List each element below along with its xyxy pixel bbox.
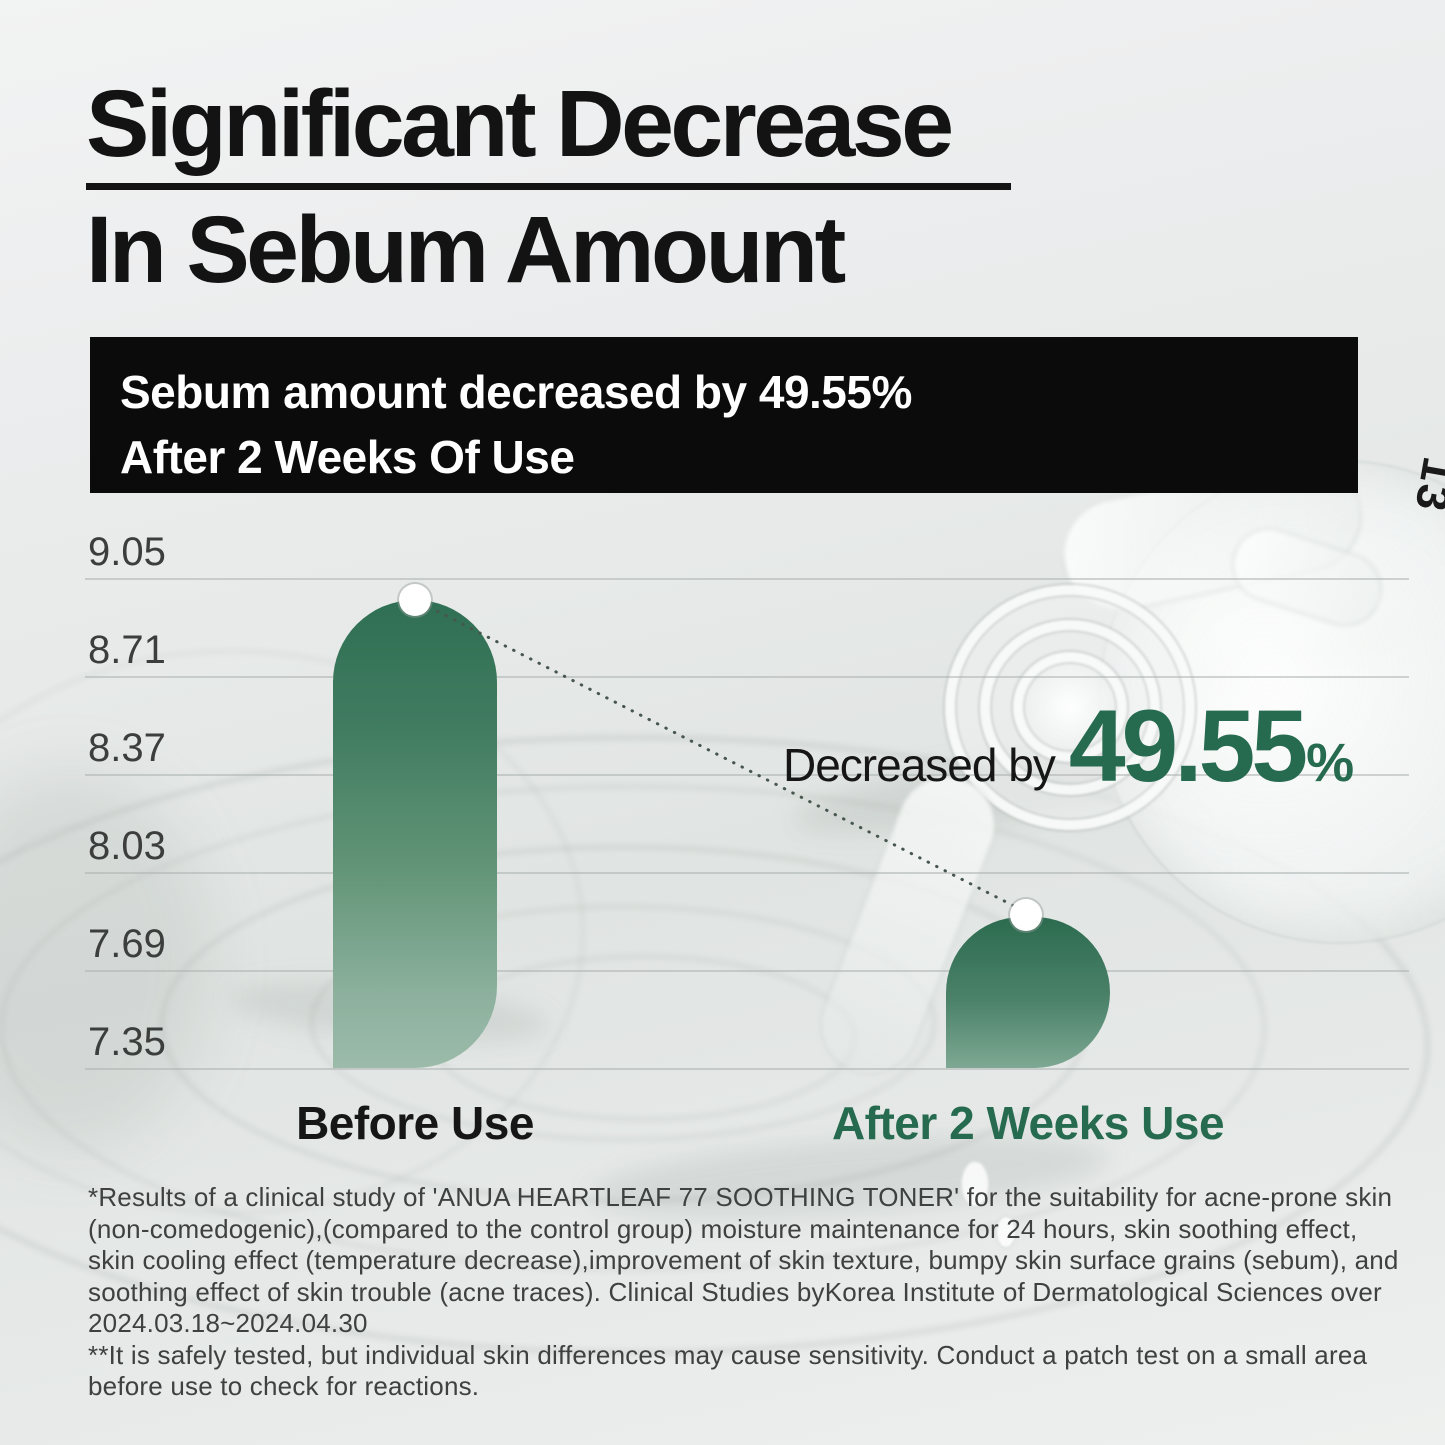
footnote-line: **It is safely tested, but individual sk… — [88, 1339, 1368, 1370]
y-axis-tick: 7.35 — [88, 1020, 166, 1064]
category-label-before-use: Before Use — [296, 1097, 534, 1149]
gridline — [85, 970, 1409, 972]
claim-banner: Sebum amount decreased by 49.55% After 2… — [90, 337, 1358, 493]
gridline-baseline — [85, 1068, 1409, 1070]
y-axis-tick: 8.37 — [88, 726, 166, 770]
y-axis-tick: 9.05 — [88, 530, 166, 574]
y-axis-tick: 8.03 — [88, 824, 166, 868]
footnote-line: skin cooling effect (temperature decreas… — [88, 1245, 1399, 1275]
data-point-marker-before — [399, 584, 431, 616]
claim-banner-line2: After 2 Weeks Of Use — [120, 431, 575, 483]
y-axis-tick: 7.69 — [88, 922, 166, 966]
footnote-line: before use to check for reactions. — [88, 1371, 480, 1401]
footnote-line: (non-comedogenic),(compared to the contr… — [88, 1213, 1358, 1244]
decrease-annotation: Decreased by 49.55 % — [783, 688, 1354, 805]
page-title: Significant Decrease In Sebum Amount — [86, 76, 1011, 299]
footnote-line: soothing effect of skin trouble (acne tr… — [88, 1276, 1382, 1307]
page-title-line1: Significant Decrease — [86, 76, 1011, 190]
clinical-study-footnote: *Results of a clinical study of 'ANUA HE… — [88, 1182, 1399, 1403]
gridline — [85, 578, 1409, 580]
percent-sign: % — [1306, 733, 1355, 793]
decrease-annotation-prefix: Decreased by — [783, 739, 1056, 791]
data-point-marker-after — [1010, 899, 1042, 931]
gridline — [85, 774, 1409, 776]
bar-before-use — [333, 600, 497, 1068]
claim-banner-line1: Sebum amount decreased by 49.55% — [120, 366, 912, 418]
category-label-after-use: After 2 Weeks Use — [831, 1097, 1225, 1149]
gridline — [85, 872, 1409, 874]
footnote-line: *Results of a clinical study of 'ANUA HE… — [88, 1182, 1393, 1212]
gridline — [85, 676, 1409, 678]
page-title-line2: In Sebum Amount — [86, 196, 846, 303]
footnote-line: 2024.03.18~2024.04.30 — [88, 1308, 368, 1338]
y-axis-tick: 8.71 — [88, 628, 166, 672]
decrease-annotation-value: 49.55 — [1068, 689, 1308, 803]
